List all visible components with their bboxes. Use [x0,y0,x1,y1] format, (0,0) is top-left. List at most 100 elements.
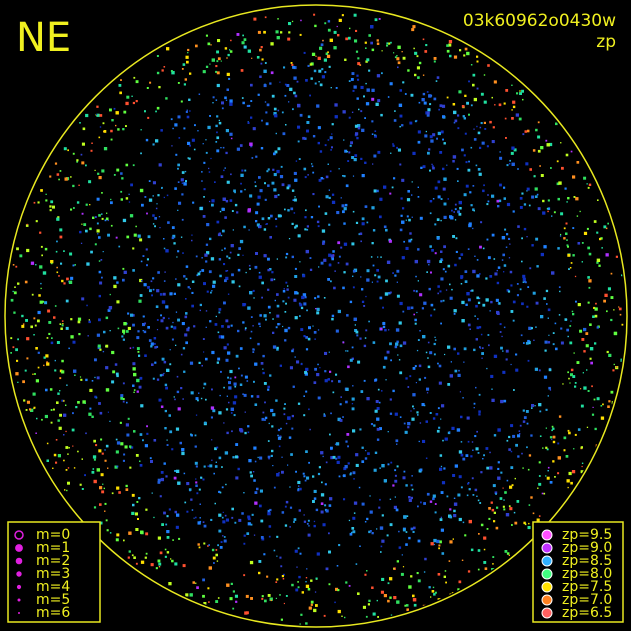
star [231,280,235,284]
star [191,291,194,294]
star [253,446,257,450]
star [68,280,73,284]
star [186,115,190,119]
star [478,533,480,535]
star [207,545,209,547]
star [39,265,43,269]
star [463,154,466,157]
star [64,489,66,491]
star [394,345,398,349]
star [110,138,113,141]
star [191,138,195,142]
star [252,471,255,473]
star [325,461,328,464]
star [271,449,274,453]
star [287,184,291,188]
star [516,92,519,95]
star [457,588,460,591]
star [159,495,162,498]
star [439,467,443,471]
star [221,207,225,211]
star [417,248,420,251]
star [226,431,229,435]
star [423,301,427,305]
star [539,435,542,437]
star [564,187,567,190]
star [217,544,219,547]
star [360,390,364,393]
star [429,412,432,414]
star [538,515,541,517]
star [72,412,74,415]
star [43,364,45,367]
star [163,372,165,375]
star [535,237,539,241]
star [276,578,279,581]
star [211,388,213,391]
star [135,528,139,531]
star [497,467,500,470]
star [568,268,570,270]
star [93,506,97,509]
star [396,465,399,468]
star [381,464,385,468]
star [292,65,295,69]
star [158,86,161,89]
star [460,441,463,443]
star [429,351,433,355]
star [87,335,89,337]
star [263,84,267,88]
star [433,308,436,311]
star [566,239,568,241]
star [55,461,58,464]
star [184,78,187,81]
star [417,280,419,282]
star [586,426,589,428]
star [565,232,568,235]
star [415,290,418,293]
star [98,176,102,180]
star [244,411,246,413]
star [530,496,533,499]
star [254,185,257,188]
star [464,47,468,51]
star [535,326,537,328]
star [123,322,127,326]
star [175,427,180,431]
star [360,157,363,160]
star [284,208,286,211]
star [520,334,523,337]
star [583,350,586,353]
star [10,352,12,354]
star [361,222,365,226]
star [483,536,487,540]
star [30,325,33,329]
star [547,210,549,213]
star [25,319,28,322]
star [368,69,371,72]
star [322,523,326,527]
star [63,413,67,417]
star [313,331,317,334]
star [92,455,97,459]
star [466,416,470,420]
star [447,431,451,435]
star [106,212,108,214]
star [483,548,486,551]
star [122,398,125,401]
star [178,201,182,205]
star [319,150,323,153]
star [115,438,118,441]
star [234,203,238,207]
star [205,151,208,154]
star [393,505,397,509]
star [471,289,474,292]
star [294,275,298,278]
star [385,279,388,283]
star [197,272,201,276]
star [336,211,340,215]
star [372,229,376,232]
star [413,289,415,292]
star [285,281,288,284]
star [305,390,308,393]
